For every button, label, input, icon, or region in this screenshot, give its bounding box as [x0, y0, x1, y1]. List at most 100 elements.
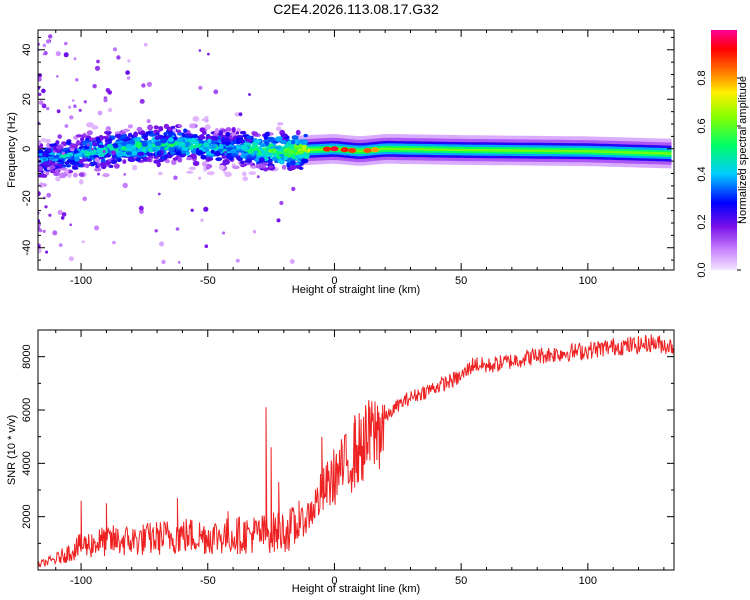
spectral-noise-point: [58, 243, 63, 248]
spectral-blob: [277, 158, 284, 164]
spectral-blob: [171, 159, 177, 166]
spectral-noise-point: [97, 172, 100, 176]
spectral-blob: [147, 147, 154, 153]
spectral-blob: [127, 132, 133, 138]
spectral-blob: [57, 134, 62, 140]
spectral-blob: [155, 132, 160, 136]
spectral-blob: [240, 160, 245, 165]
spectral-blob: [75, 134, 83, 138]
x-tick-label: -100: [70, 575, 92, 587]
spectral-noise-point: [46, 192, 52, 198]
spectral-noise-point: [41, 88, 46, 94]
spectral-blob: [206, 171, 215, 176]
figure-title: C2E4.2026.113.08.17.G32: [273, 1, 439, 17]
spectral-noise-point: [107, 90, 112, 95]
spectral-blob: [188, 145, 194, 151]
spectral-noise-point: [97, 110, 103, 116]
spectral-noise-point: [146, 119, 151, 124]
colorbar-tick-label: 0.6: [696, 118, 708, 133]
spectral-blob: [297, 154, 304, 159]
spectral-blob: [86, 130, 93, 136]
spectral-noise-point: [81, 240, 85, 244]
spectral-blob: [245, 158, 252, 164]
spectral-blob: [153, 146, 158, 151]
spectral-noise-point: [221, 231, 226, 235]
spectral-blob: [271, 148, 277, 154]
spectral-blob: [127, 157, 136, 163]
spectral-noise-point: [177, 261, 181, 264]
spectral-blob: [128, 139, 136, 146]
spectral-noise-point: [44, 205, 48, 209]
spectral-noise-point: [55, 168, 59, 173]
spectral-blob: [110, 159, 117, 165]
spectral-blob: [106, 131, 111, 136]
spectral-blob: [66, 152, 71, 158]
spectral-noise-point: [177, 124, 182, 128]
spectral-blob: [246, 135, 253, 139]
spectral-blob: [161, 143, 166, 147]
spectral-blob: [236, 135, 244, 139]
spectral-blob: [195, 149, 204, 156]
spectral-blob: [192, 160, 200, 167]
spectral-blob: [295, 129, 301, 136]
spectrogram-ylabel: Frequency (Hz): [6, 112, 18, 188]
spectral-noise-point: [68, 256, 74, 262]
spectral-blob: [136, 126, 143, 132]
x-tick-label: 50: [455, 575, 467, 587]
spectral-blob: [38, 149, 44, 154]
spectral-blob: [172, 157, 179, 161]
spectral-blob: [283, 155, 288, 161]
spectral-blob: [283, 144, 289, 148]
spectral-blob: [104, 153, 111, 158]
spectral-blob: [140, 146, 147, 153]
spectral-blob: [215, 157, 223, 162]
spectral-blob: [290, 139, 296, 145]
spectral-blob: [240, 164, 246, 168]
spectral-blob: [141, 141, 148, 147]
x-tick-label: -50: [200, 275, 216, 287]
spectral-noise-point: [38, 191, 41, 197]
spectral-blob: [186, 133, 194, 137]
spectral-noise-point: [127, 59, 131, 63]
spectrogram-ticks: -100 -50 0 50 100 -40 -20 0 20 40: [21, 30, 674, 287]
spectral-blob: [38, 153, 43, 157]
spectral-blob: [73, 172, 78, 178]
spectral-noise-point: [94, 225, 100, 231]
spectral-blob: [183, 128, 188, 133]
spectral-blob: [47, 148, 52, 153]
spectral-noise-point: [82, 196, 87, 202]
spectral-blob: [281, 164, 287, 170]
spectral-blob: [160, 146, 165, 150]
spectral-noise-point: [116, 55, 121, 60]
spectral-blob: [154, 135, 161, 140]
spectral-noise-point: [38, 100, 44, 105]
y-tick-label: 2000: [21, 504, 33, 528]
spectral-blob: [195, 140, 199, 146]
spectral-noise-point: [83, 100, 88, 104]
spectral-blob: [211, 136, 219, 141]
spectral-blob: [135, 157, 141, 162]
spectral-blob: [147, 124, 154, 131]
spectral-blob: [127, 124, 133, 129]
spectral-blob: [240, 144, 248, 150]
spectral-blob: [143, 137, 149, 141]
spectral-noise-point: [235, 131, 240, 135]
spectral-noise-point: [64, 124, 69, 128]
spectral-noise-point: [123, 173, 127, 176]
spectral-blob: [211, 140, 216, 145]
spectral-blob: [258, 146, 263, 151]
spectral-blob: [236, 145, 241, 150]
spectral-blob: [49, 169, 55, 174]
spectral-blob: [202, 142, 209, 148]
spectral-noise-point: [279, 200, 284, 206]
spectral-noise-point: [46, 171, 50, 174]
colorbar-gradient: [711, 30, 737, 270]
colorbar-tick-label: 0.0: [696, 262, 708, 277]
spectral-blob: [47, 160, 54, 166]
spectral-blob: [296, 150, 305, 154]
spectral-blob: [223, 137, 231, 143]
spectral-blob: [122, 128, 130, 132]
spectral-blob: [174, 151, 182, 156]
spectral-blob: [142, 133, 149, 139]
spectral-blob: [158, 126, 164, 132]
